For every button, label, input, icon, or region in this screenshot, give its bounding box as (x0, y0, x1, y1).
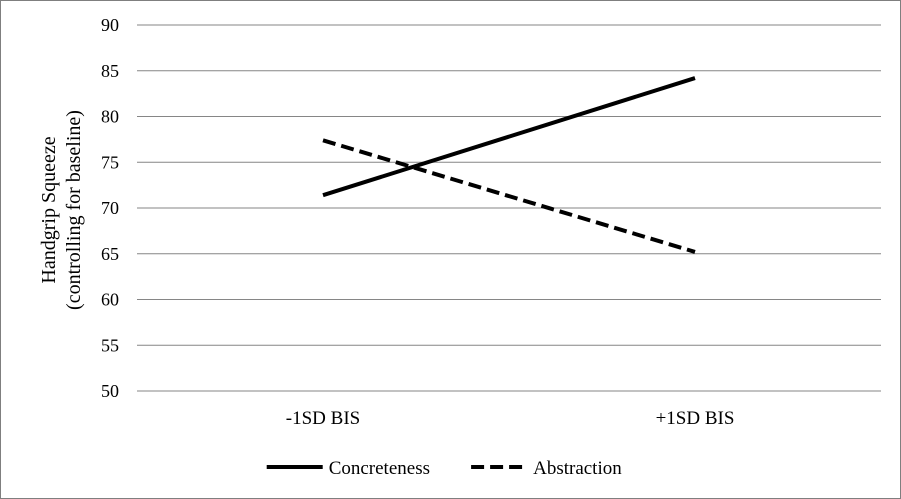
series-line-abstraction (322, 138, 696, 254)
legend: Concreteness Abstraction (266, 458, 622, 479)
series-lines (322, 76, 696, 254)
y-axis-label: Handgrip Squeeze (controlling for baselin… (38, 110, 85, 310)
y-tick-label: 85 (101, 61, 119, 81)
y-tick-label: 50 (101, 381, 119, 401)
x-category-labels: -1SD BIS +1SD BIS (286, 408, 735, 429)
y-tick-labels: 50 55 60 65 70 75 80 85 90 (101, 15, 119, 401)
y-tick-label: 55 (101, 335, 119, 355)
legend-label-abstraction: Abstraction (533, 458, 622, 479)
legend-label-concreteness: Concreteness (329, 458, 430, 479)
y-tick-label: 70 (101, 198, 119, 218)
x-category-label: -1SD BIS (286, 408, 360, 429)
y-tick-label: 75 (101, 152, 119, 172)
y-tick-label: 90 (101, 15, 119, 35)
y-tick-label: 80 (101, 107, 119, 127)
y-tick-label: 65 (101, 244, 119, 264)
gridlines (137, 24, 881, 392)
series-line-concreteness (322, 76, 696, 198)
y-axis-label-line: (controlling for baseline) (63, 110, 85, 310)
x-category-label: +1SD BIS (656, 408, 735, 429)
y-tick-label: 60 (101, 290, 119, 310)
y-axis-label-line: Handgrip Squeeze (38, 136, 60, 283)
